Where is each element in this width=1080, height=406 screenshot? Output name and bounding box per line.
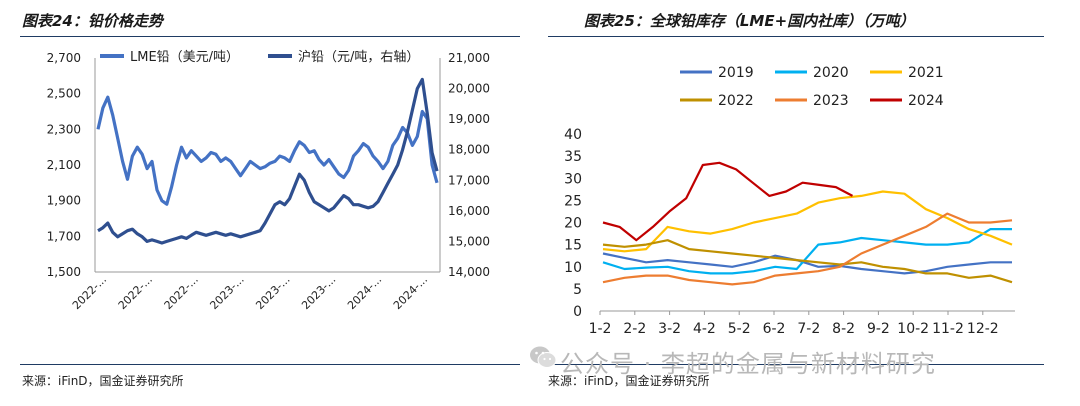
x-axis-ticks: 2022-... 2022-... 2022-... 2023-... 2023-...… <box>70 273 430 312</box>
series-line-2021 <box>602 190 1013 253</box>
legend-label: 2019 <box>718 65 754 81</box>
y-tick-label: 5 <box>573 282 582 298</box>
legend-label: 2020 <box>813 65 849 81</box>
y-tick-label: 10 <box>564 260 582 276</box>
x-tick-label: 2023-... <box>207 273 246 312</box>
y-right-tick-label: 15,000 <box>448 234 490 248</box>
series-line-2019 <box>602 252 1012 275</box>
y-right-tick-label: 18,000 <box>448 143 490 157</box>
price-lines <box>96 77 439 245</box>
y-tick-label: 15 <box>564 238 582 254</box>
legend-label: 沪铅（元/吨，右轴） <box>298 49 419 65</box>
left-bottom-rule <box>20 364 520 365</box>
x-tick-label: 3-2 <box>658 321 681 337</box>
y-tick-label: 25 <box>564 193 582 209</box>
x-tick-label: 9-2 <box>867 321 890 337</box>
x-tick-label: 10-2 <box>897 321 929 337</box>
right-bottom-rule <box>548 364 1044 365</box>
left-chart-title: 图表24：铅价格走势 <box>22 12 163 30</box>
plot-frame <box>94 58 441 273</box>
y-left-tick-label: 2,100 <box>47 158 81 172</box>
legend-label: 2022 <box>718 93 754 109</box>
y-left-tick-label: 2,300 <box>47 122 81 136</box>
x-axis-ticks: 1-2 2-2 3-2 4-2 5-2 6-2 7-2 8-2 9-2 10-2 11-2 12-2 <box>589 311 999 337</box>
y-right-tick-label: 17,000 <box>448 173 490 187</box>
left-y-axis-ticks: 2,700 2,500 2,300 2,100 1,900 1,700 1,500 <box>47 51 81 279</box>
right-chart-title: 图表25：全球铅库存（LME+国内社库）（万吨） <box>584 12 915 30</box>
legend: 2019 2020 2021 2022 2023 2024 <box>680 65 944 109</box>
right-source-note: 来源：iFinD，国金证券研究所 <box>548 374 710 388</box>
y-left-tick-label: 1,700 <box>47 229 81 243</box>
x-tick-label: 2024-... <box>391 273 430 312</box>
y-right-tick-label: 14,000 <box>448 265 490 279</box>
x-tick-label: 2022-... <box>162 273 201 312</box>
y-right-tick-label: 16,000 <box>448 204 490 218</box>
x-tick-label: 7-2 <box>797 321 820 337</box>
right-title-rule <box>548 36 1044 37</box>
x-tick-label: 5-2 <box>728 321 751 337</box>
series-line-right <box>97 77 439 245</box>
inventory-lines <box>602 161 1013 286</box>
y-tick-label: 0 <box>573 304 582 320</box>
lead-price-chart: 2,700 2,500 2,300 2,100 1,900 1,700 1,500 21,0… <box>47 49 490 312</box>
x-tick-label: 2023-... <box>299 273 338 312</box>
series-line-2023 <box>602 212 1013 286</box>
x-tick-label: 1-2 <box>589 321 612 337</box>
y-tick-label: 35 <box>564 149 582 165</box>
y-left-tick-label: 2,700 <box>47 51 81 65</box>
y-left-tick-label: 1,500 <box>47 265 81 279</box>
right-y-axis-ticks: 21,000 20,000 19,000 18,000 17,000 16,000 15,0… <box>448 51 490 279</box>
series-line-2024 <box>602 161 854 242</box>
x-tick-label: 2023-... <box>253 273 292 312</box>
y-left-tick-label: 2,500 <box>47 87 81 101</box>
lead-inventory-chart: 2019 2020 2021 2022 2023 2024 40 35 30 25 20 15 10 5… <box>564 65 1015 337</box>
y-axis-ticks: 40 35 30 25 20 15 10 5 0 <box>564 127 582 320</box>
x-tick-label: 12-2 <box>967 321 999 337</box>
y-right-tick-label: 20,000 <box>448 82 490 96</box>
y-tick-label: 40 <box>564 127 582 143</box>
legend-label: 2021 <box>908 65 944 81</box>
y-tick-label: 30 <box>564 171 582 187</box>
x-tick-label: 2-2 <box>623 321 646 337</box>
watermark-text: 公众号 · 李超的金属与新材料研究 <box>560 350 936 378</box>
legend-label: 2024 <box>908 93 944 109</box>
left-source-note: 来源：iFinD，国金证券研究所 <box>22 374 184 388</box>
series-line-2020 <box>602 228 1012 275</box>
legend-label: 2023 <box>813 93 849 109</box>
y-left-tick-label: 1,900 <box>47 194 81 208</box>
y-tick-label: 20 <box>564 216 582 232</box>
y-right-tick-label: 21,000 <box>448 51 490 65</box>
x-tick-label: 8-2 <box>832 321 855 337</box>
x-tick-label: 11-2 <box>932 321 964 337</box>
x-tick-label: 2022-... <box>116 273 155 312</box>
x-tick-label: 2024-... <box>345 273 384 312</box>
legend: LME铅（美元/吨） 沪铅（元/吨，右轴） <box>100 49 419 65</box>
series-line-left <box>96 95 439 206</box>
wechat-icon <box>530 346 557 368</box>
series-line-2022 <box>602 239 1013 284</box>
legend-label: LME铅（美元/吨） <box>130 50 239 65</box>
x-tick-label: 6-2 <box>763 321 786 337</box>
x-tick-label: 4-2 <box>693 321 716 337</box>
y-right-tick-label: 19,000 <box>448 112 490 126</box>
left-title-rule <box>20 36 520 37</box>
